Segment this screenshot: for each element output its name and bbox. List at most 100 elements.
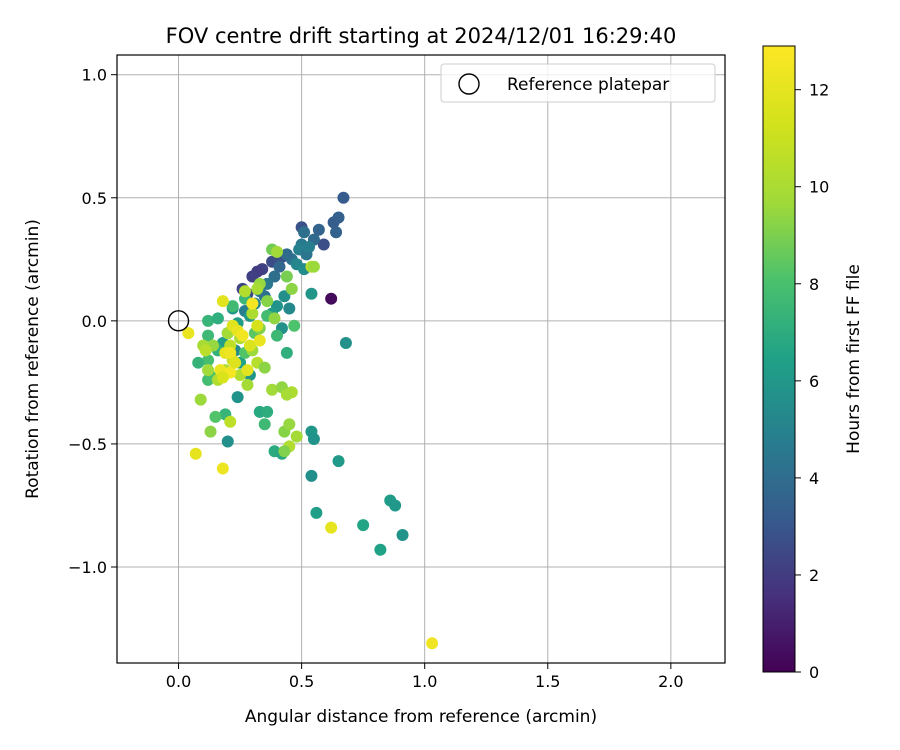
data-point [374, 543, 387, 556]
x-tick-label: 1.0 [412, 672, 437, 691]
data-point [312, 223, 325, 236]
plot-frame [116, 54, 726, 664]
data-point [246, 307, 259, 320]
data-point [216, 295, 229, 308]
data-point [339, 337, 352, 349]
data-point [298, 226, 311, 239]
x-tick-label: 2.0 [658, 672, 683, 691]
data-point [280, 270, 293, 283]
data-point [258, 418, 271, 431]
data-point [271, 245, 283, 258]
y-axis-label: Rotation from reference (arcmin) [23, 219, 43, 499]
data-point [211, 312, 224, 325]
data-point [426, 637, 439, 650]
data-point [332, 455, 345, 468]
data-point [325, 292, 338, 305]
x-tick-label: 0.0 [166, 672, 191, 691]
y-tick-label: −1.0 [68, 558, 107, 577]
colorbar-tick-label: 2 [809, 566, 819, 585]
data-point [221, 435, 234, 448]
data-point [231, 391, 244, 404]
data-point [194, 393, 207, 406]
data-point [327, 216, 340, 229]
data-point [389, 499, 402, 512]
y-tick-label: 0.5 [82, 189, 107, 208]
data-point [357, 519, 370, 532]
data-point [280, 346, 293, 359]
y-tick-label: −0.5 [68, 435, 107, 454]
colorbar-tick-label: 6 [809, 372, 819, 391]
legend-box [440, 63, 716, 103]
x-axis-label: Angular distance from reference (arcmin) [245, 707, 597, 727]
data-point [290, 430, 303, 443]
data-point [278, 290, 291, 303]
data-point [209, 410, 222, 423]
colorbar: 0 2 4 6 8 10 12 Hours from first FF file [762, 45, 864, 682]
data-point [273, 260, 286, 273]
data-point [251, 282, 264, 295]
data-point [192, 356, 205, 369]
data-point [236, 329, 249, 342]
data-point [226, 300, 239, 313]
data-point [310, 506, 323, 519]
data-point [202, 364, 215, 377]
colorbar-tick-label: 4 [809, 469, 819, 488]
data-point [305, 469, 318, 482]
data-point [241, 364, 254, 377]
data-point [246, 270, 259, 283]
data-point [224, 346, 237, 359]
data-point [283, 418, 296, 431]
data-point [266, 383, 279, 396]
data-point [268, 270, 281, 283]
x-axis-ticks: 0.0 0.5 1.0 1.5 2.0 [166, 663, 684, 691]
data-point [305, 287, 318, 300]
data-point [239, 285, 251, 298]
data-point [216, 462, 229, 475]
data-point [224, 415, 237, 428]
colorbar-ticks: 0 2 4 6 8 10 12 [795, 81, 829, 682]
legend-label: Reference platepar [507, 75, 669, 95]
data-point [307, 433, 320, 445]
colorbar-tick-label: 8 [809, 275, 819, 294]
colorbar-tick-label: 12 [809, 81, 829, 100]
data-point [278, 445, 291, 458]
data-point [251, 319, 264, 332]
data-point [229, 356, 242, 369]
data-point [202, 354, 215, 367]
data-point [204, 425, 217, 438]
data-point [241, 378, 254, 391]
data-point [199, 344, 212, 357]
colorbar-tick-label: 0 [809, 663, 819, 682]
colorbar-gradient [762, 45, 796, 673]
data-point [396, 529, 409, 541]
data-point [325, 521, 338, 534]
data-point [202, 314, 215, 327]
data-points [167, 191, 439, 650]
data-point [317, 238, 330, 251]
data-point [271, 329, 283, 342]
data-point [288, 319, 301, 332]
data-point [261, 295, 274, 308]
data-point [182, 327, 195, 340]
data-point [283, 302, 296, 315]
data-point [337, 191, 350, 204]
colorbar-label: Hours from first FF file [844, 264, 864, 454]
legend: Reference platepar [440, 63, 716, 103]
data-point [258, 361, 271, 374]
data-point [280, 388, 293, 401]
data-point [216, 371, 229, 384]
colorbar-tick-label: 10 [809, 178, 829, 197]
data-point [243, 339, 256, 352]
data-point [307, 260, 320, 273]
y-tick-label: 1.0 [82, 66, 107, 85]
data-point [303, 241, 315, 253]
data-point [202, 329, 215, 342]
chart-title: FOV centre drift starting at 2024/12/01 … [166, 24, 677, 48]
data-point [253, 334, 266, 347]
x-tick-label: 1.5 [535, 672, 560, 691]
data-point [330, 226, 343, 239]
data-point [261, 405, 274, 418]
y-axis-ticks: −1.0 −0.5 0.0 0.5 1.0 [68, 66, 117, 577]
data-point [246, 297, 259, 310]
